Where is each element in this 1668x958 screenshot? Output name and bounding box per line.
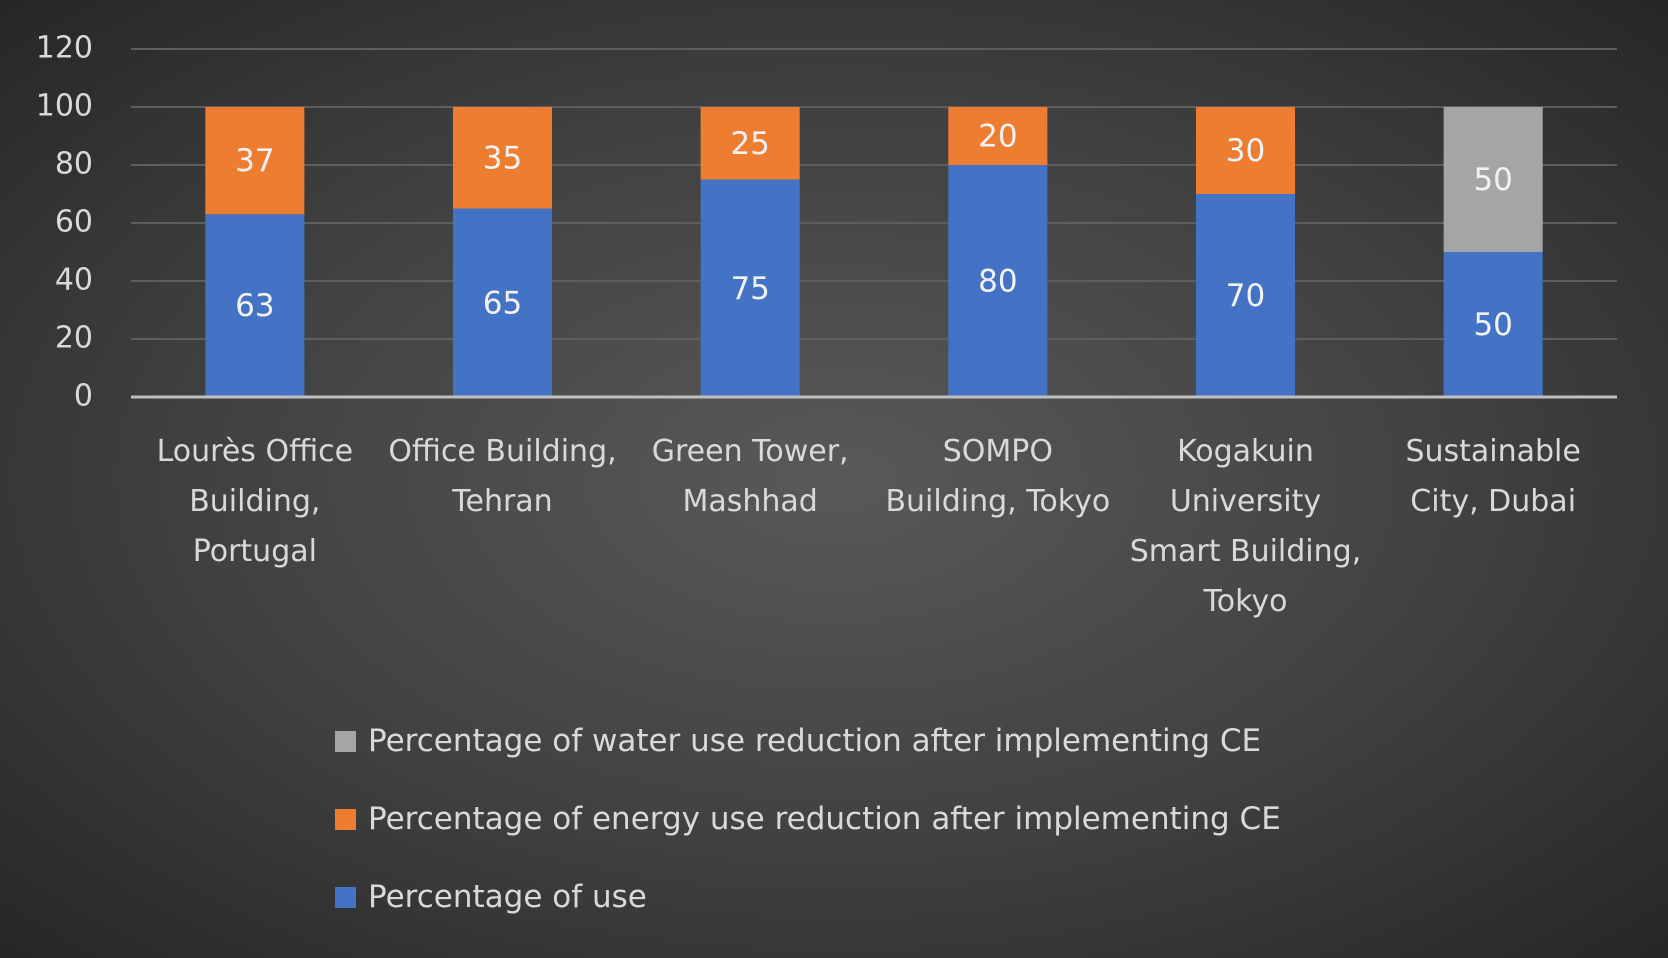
x-tick-label: Sustainable City, Dubai [1405, 434, 1581, 519]
legend-swatch [335, 808, 356, 830]
data-label: 30 [1226, 133, 1265, 169]
x-tick-label: Office Building, Tehran [388, 434, 617, 519]
legend-item: Percentage of water use reduction after … [335, 723, 1261, 759]
bar-segment [948, 107, 1048, 165]
bar-segment [1195, 107, 1296, 194]
data-label: 80 [978, 264, 1017, 300]
data-label: 75 [730, 271, 769, 307]
bar-segment [452, 208, 553, 397]
legend-item: Percentage of energy use reduction after… [335, 801, 1281, 837]
x-tick-label: Green Tower, Mashhad [651, 434, 849, 519]
legend-label: Percentage of water use reduction after … [368, 723, 1262, 759]
x-tick-label: Kogakuin University Smart Building, Toky… [1129, 434, 1362, 619]
bar-segment [948, 165, 1048, 397]
legend-swatch [335, 730, 356, 752]
data-label: 50 [1473, 307, 1512, 343]
bar-segment [452, 107, 553, 209]
legend-swatch [335, 886, 356, 908]
bar-segment [1195, 194, 1296, 397]
data-label: 37 [235, 143, 274, 179]
bar-segment [700, 107, 800, 180]
legend-label: Percentage of energy use reduction after… [368, 801, 1281, 837]
bar-segment [1443, 107, 1543, 252]
y-tick-label: 20 [55, 321, 93, 356]
bar-segment [205, 214, 305, 397]
legend-label: Percentage of use [368, 879, 647, 915]
y-tick-label: 100 [36, 89, 93, 124]
y-tick-label: 60 [55, 205, 93, 240]
y-tick-label: 40 [55, 263, 93, 298]
data-label: 50 [1473, 162, 1512, 198]
bar-segment [205, 107, 305, 215]
data-label: 70 [1226, 278, 1265, 314]
legend-item: Percentage of use [335, 879, 647, 915]
bar-segment [1443, 252, 1543, 397]
y-tick-label: 80 [55, 147, 93, 182]
y-tick-label: 120 [36, 31, 93, 66]
x-tick-label: Lourès Office Building, Portugal [156, 434, 354, 569]
data-label: 20 [978, 119, 1017, 155]
data-label: 63 [235, 288, 274, 324]
x-tick-label: SOMPO Building, Tokyo [885, 434, 1111, 519]
data-label: 25 [730, 126, 769, 162]
bar-segment [700, 179, 800, 397]
data-label: 35 [483, 140, 522, 176]
y-tick-label: 0 [74, 379, 93, 414]
data-label: 65 [483, 285, 522, 321]
